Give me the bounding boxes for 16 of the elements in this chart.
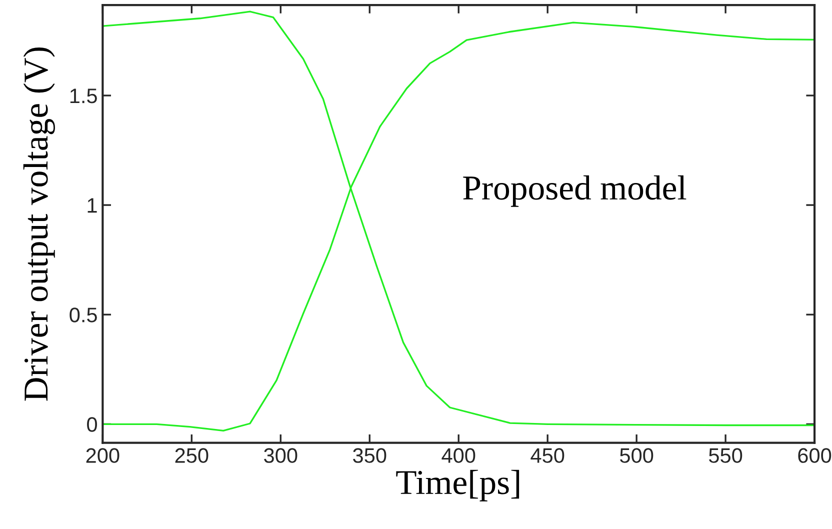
x-axis-title: Time[ps]: [396, 470, 520, 502]
y-axis-title: Driver output voltage (V): [23, 48, 55, 401]
x-tick-label: 550: [709, 448, 742, 463]
x-tick-label: 200: [86, 448, 120, 463]
x-tick-label: 400: [442, 448, 476, 463]
y-tick-label: 1.5: [70, 88, 97, 104]
x-tick-label: 350: [353, 448, 386, 463]
annotation: Proposed model: [463, 175, 686, 207]
y-tick-label: 0.5: [70, 308, 97, 322]
x-tick-label: 300: [264, 448, 298, 463]
x-tick-label: 250: [175, 448, 208, 463]
y-tick-label: 1: [88, 198, 97, 213]
x-tick-label: 600: [798, 448, 832, 463]
y-tick-label: 0: [87, 417, 97, 432]
x-tick-label: 500: [620, 448, 654, 463]
x-tick-label: 450: [530, 448, 564, 463]
